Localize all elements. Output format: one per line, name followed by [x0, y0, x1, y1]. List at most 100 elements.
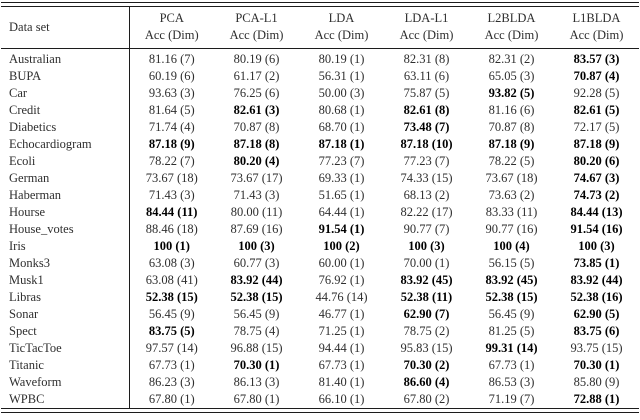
value-cell: 67.73 (1) — [148, 358, 195, 372]
value-cell: 50.00 (3) — [318, 86, 365, 100]
table-row: Titanic 67.73 (1) 70.30 (1) 67.73 (1) 70.30 … — [1, 357, 639, 374]
table-row: House_votes 88.46 (18) 87.69 (16) 91.54 (1)… — [1, 221, 639, 238]
value-cell: 80.00 (11) — [230, 205, 283, 219]
table-row: Diabetics 71.74 (4) 70.87 (8) 68.70 (1) 73.4… — [1, 119, 639, 136]
method-subheader: Acc (Dim) — [484, 28, 539, 42]
value-cell: 78.75 (4) — [233, 324, 280, 338]
table-row: WPBC 67.80 (1) 67.80 (1) 66.10 (1) 67.80 (2)… — [1, 391, 639, 408]
value-cell: 52.38 (15) — [230, 290, 283, 304]
value-cell: 82.61 (8) — [403, 103, 450, 117]
value-cell: 96.88 (15) — [230, 341, 283, 355]
table-row: Waveform 86.23 (3) 86.13 (3) 81.40 (1) 86.60… — [1, 374, 639, 391]
value-cell: 91.54 (16) — [570, 222, 623, 236]
table-row: TicTacToe 97.57 (14) 96.88 (15) 94.44 (1) 95… — [1, 340, 639, 357]
value-cell: 78.75 (2) — [403, 324, 450, 338]
value-cell: 52.38 (15) — [485, 290, 538, 304]
value-cell: 87.18 (9) — [488, 137, 535, 151]
value-cell: 82.22 (17) — [400, 205, 453, 219]
method-name: LDA-L1 — [404, 11, 449, 25]
value-cell: 80.19 (1) — [318, 52, 365, 66]
dataset-cell: Musk1 — [1, 272, 130, 289]
value-cell: 83.92 (44) — [230, 273, 283, 287]
value-cell: 100 (4) — [493, 239, 530, 253]
method-subheader: Acc (Dim) — [399, 28, 454, 42]
value-cell: 71.25 (1) — [318, 324, 365, 338]
value-cell: 70.30 (1) — [573, 358, 620, 372]
value-cell: 60.77 (3) — [233, 256, 280, 270]
value-cell: 74.67 (3) — [573, 171, 620, 185]
dataset-cell: Car — [1, 85, 130, 102]
method-name: LDA — [328, 11, 355, 25]
dataset-cell: Titanic — [1, 357, 130, 374]
dataset-cell: Monks3 — [1, 255, 130, 272]
value-cell: 71.19 (7) — [488, 392, 535, 406]
value-cell: 67.80 (1) — [233, 392, 280, 406]
value-cell: 83.33 (11) — [485, 205, 538, 219]
value-cell: 66.10 (1) — [318, 392, 365, 406]
value-cell: 97.57 (14) — [145, 341, 198, 355]
dataset-cell: Waveform — [1, 374, 130, 391]
value-cell: 82.61 (3) — [233, 103, 280, 117]
value-cell: 60.19 (6) — [148, 69, 195, 83]
value-cell: 70.87 (8) — [233, 120, 280, 134]
value-cell: 78.22 (7) — [148, 154, 195, 168]
dataset-cell: Iris — [1, 238, 130, 255]
method-name: L1BLDA — [572, 11, 621, 25]
dataset-cell: Sonar — [1, 306, 130, 323]
value-cell: 99.31 (14) — [485, 341, 538, 355]
value-cell: 100 (1) — [153, 239, 190, 253]
value-cell: 81.64 (5) — [148, 103, 195, 117]
dataset-cell: TicTacToe — [1, 340, 130, 357]
method-column-header: PCA-L1 Acc (Dim) — [214, 7, 299, 49]
method-column-header: PCA Acc (Dim) — [129, 7, 214, 49]
dataset-cell: Credit — [1, 102, 130, 119]
dataset-cell: BUPA — [1, 68, 130, 85]
value-cell: 73.85 (1) — [573, 256, 620, 270]
dataset-cell: WPBC — [1, 391, 130, 408]
value-cell: 87.18 (8) — [233, 137, 280, 151]
value-cell: 51.65 (1) — [318, 188, 365, 202]
value-cell: 44.76 (14) — [315, 290, 368, 304]
value-cell: 52.38 (11) — [400, 290, 453, 304]
value-cell: 68.13 (2) — [403, 188, 450, 202]
value-cell: 56.45 (9) — [233, 307, 280, 321]
value-cell: 80.68 (1) — [318, 103, 365, 117]
value-cell: 71.43 (3) — [148, 188, 195, 202]
value-cell: 81.16 (6) — [488, 103, 535, 117]
table-row: Haberman 71.43 (3) 71.43 (3) 51.65 (1) 68.13… — [1, 187, 639, 204]
value-cell: 68.70 (1) — [318, 120, 365, 134]
value-cell: 80.20 (4) — [233, 154, 280, 168]
results-table: Data set PCA Acc (Dim) PCA-L1 Acc (Dim) LDA Ac… — [1, 7, 639, 408]
dataset-cell: Libras — [1, 289, 130, 306]
value-cell: 65.05 (3) — [488, 69, 535, 83]
value-cell: 83.92 (45) — [400, 273, 453, 287]
value-cell: 67.73 (1) — [488, 358, 535, 372]
dataset-cell: Australian — [1, 48, 130, 68]
value-cell: 83.92 (44) — [570, 273, 623, 287]
dataset-column-header: Data set — [1, 7, 130, 49]
value-cell: 82.31 (2) — [488, 52, 535, 66]
value-cell: 52.38 (16) — [570, 290, 623, 304]
value-cell: 74.33 (15) — [400, 171, 453, 185]
method-column-header: L1BLDA Acc (Dim) — [554, 7, 639, 49]
value-cell: 70.87 (8) — [488, 120, 535, 134]
value-cell: 56.31 (1) — [318, 69, 365, 83]
value-cell: 83.75 (6) — [573, 324, 620, 338]
dataset-cell: Ecoli — [1, 153, 130, 170]
value-cell: 82.61 (5) — [573, 103, 620, 117]
value-cell: 70.87 (4) — [573, 69, 620, 83]
value-cell: 74.73 (2) — [573, 188, 620, 202]
value-cell: 86.23 (3) — [148, 375, 195, 389]
value-cell: 62.90 (5) — [573, 307, 620, 321]
value-cell: 92.28 (5) — [573, 86, 620, 100]
value-cell: 93.82 (5) — [488, 86, 535, 100]
value-cell: 70.00 (1) — [403, 256, 450, 270]
value-cell: 56.15 (5) — [488, 256, 535, 270]
value-cell: 84.44 (11) — [146, 205, 198, 219]
value-cell: 87.18 (10) — [400, 137, 453, 151]
value-cell: 71.43 (3) — [233, 188, 280, 202]
value-cell: 91.54 (1) — [318, 222, 365, 236]
dataset-cell: Echocardiogram — [1, 136, 130, 153]
value-cell: 70.30 (1) — [233, 358, 280, 372]
table-row: German 73.67 (18) 73.67 (17) 69.33 (1) 74.33… — [1, 170, 639, 187]
